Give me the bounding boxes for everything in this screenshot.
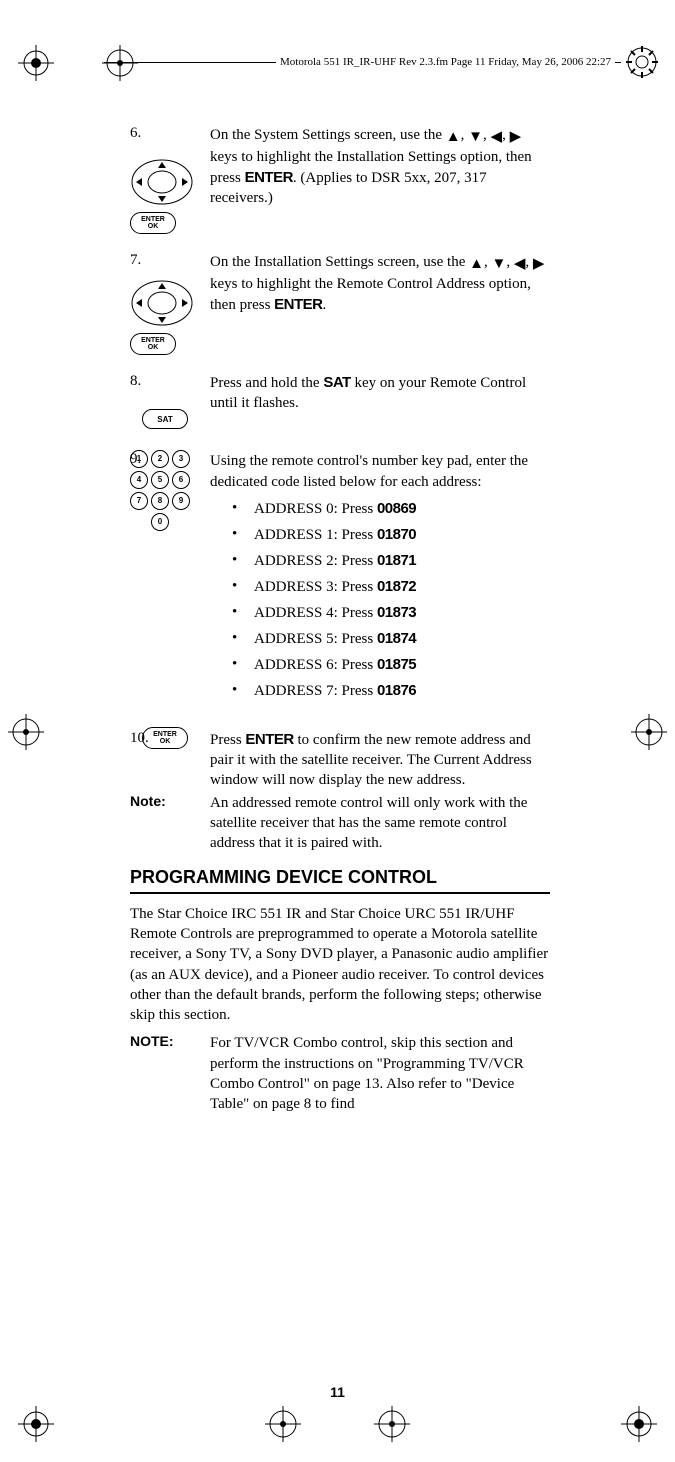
dpad-icon bbox=[130, 158, 194, 206]
list-item: •ADDRESS 5: Press 01874 bbox=[232, 630, 416, 648]
page-number: 11 bbox=[0, 1384, 675, 1400]
note-body: An addressed remote control will only wo… bbox=[210, 793, 550, 854]
note-addressed-remote: Note: An addressed remote control will o… bbox=[130, 793, 550, 854]
section-rule bbox=[130, 892, 550, 894]
step-7-number: 7. bbox=[130, 252, 210, 269]
step-8-text: Press and hold the SAT key on your Remot… bbox=[210, 373, 550, 414]
step-8: 8. Press and hold the SAT key on your Re… bbox=[130, 373, 550, 430]
page-content: 6. On the System Settings screen, use th… bbox=[130, 125, 550, 1128]
right-triangle-icon: ▶ bbox=[533, 254, 545, 274]
list-item: •ADDRESS 4: Press 01873 bbox=[232, 604, 416, 622]
left-triangle-icon: ◀ bbox=[514, 254, 526, 274]
reg-mark-ml bbox=[8, 714, 44, 750]
step-7: 7. On the Installation Settings screen, … bbox=[130, 252, 550, 355]
list-item: •ADDRESS 7: Press 01876 bbox=[232, 682, 416, 700]
address-list: •ADDRESS 0: Press 00869 •ADDRESS 1: Pres… bbox=[232, 500, 416, 708]
left-triangle-icon: ◀ bbox=[491, 127, 503, 147]
enter-ok-icon: ENTER OK bbox=[130, 212, 176, 234]
reg-mark-bl bbox=[18, 1406, 54, 1442]
header-text: Motorola 551 IR_IR-UHF Rev 2.3.fm Page 1… bbox=[280, 56, 611, 68]
dpad-icon bbox=[130, 279, 194, 327]
right-triangle-icon: ▶ bbox=[510, 127, 522, 147]
enter-ok-icon: ENTER OK bbox=[130, 333, 176, 355]
step-7-text: On the Installation Settings screen, use… bbox=[210, 252, 550, 315]
note-tv-vcr: NOTE: For TV/VCR Combo control, skip thi… bbox=[130, 1033, 550, 1114]
page-header: Motorola 551 IR_IR-UHF Rev 2.3.fm Page 1… bbox=[100, 53, 625, 71]
step-10-text: Press ENTER to confirm the new remote ad… bbox=[210, 730, 550, 791]
list-item: •ADDRESS 2: Press 01871 bbox=[232, 552, 416, 570]
step-6-number: 6. bbox=[130, 125, 210, 142]
list-item: •ADDRESS 3: Press 01872 bbox=[232, 578, 416, 596]
note-body: For TV/VCR Combo control, skip this sect… bbox=[210, 1033, 550, 1114]
step-9: 9. Using the remote control's number key… bbox=[130, 451, 550, 708]
list-item: •ADDRESS 6: Press 01875 bbox=[232, 656, 416, 674]
gear-icon bbox=[624, 44, 660, 80]
list-item: •ADDRESS 1: Press 01870 bbox=[232, 526, 416, 544]
sat-button-icon: SAT bbox=[142, 409, 188, 429]
enter-ok-icon: ENTER OK bbox=[142, 727, 188, 749]
step-10: 10. Press ENTER to confirm the new remot… bbox=[130, 730, 550, 749]
section-paragraph: The Star Choice IRC 551 IR and Star Choi… bbox=[130, 904, 550, 1026]
step-8-number: 8. bbox=[130, 373, 210, 390]
down-triangle-icon: ▼ bbox=[491, 254, 506, 274]
step-6: 6. On the System Settings screen, use th… bbox=[130, 125, 550, 234]
list-item: •ADDRESS 0: Press 00869 bbox=[232, 500, 416, 518]
note-label: Note: bbox=[130, 793, 210, 854]
reg-mark-tl bbox=[18, 45, 54, 81]
reg-mark-b2 bbox=[265, 1406, 301, 1442]
down-triangle-icon: ▼ bbox=[468, 127, 483, 147]
up-triangle-icon: ▲ bbox=[446, 127, 461, 147]
reg-mark-mr bbox=[631, 714, 667, 750]
note-label: NOTE: bbox=[130, 1033, 210, 1114]
section-heading: PROGRAMMING DEVICE CONTROL bbox=[130, 867, 550, 888]
step-9-intro: Using the remote control's number key pa… bbox=[210, 451, 550, 492]
reg-mark-b3 bbox=[374, 1406, 410, 1442]
step-6-text: On the System Settings screen, use the ▲… bbox=[210, 125, 550, 208]
numpad-icon: 1 2 3 4 5 6 7 8 9 0 bbox=[130, 450, 190, 531]
reg-mark-br bbox=[621, 1406, 657, 1442]
up-triangle-icon: ▲ bbox=[469, 254, 484, 274]
